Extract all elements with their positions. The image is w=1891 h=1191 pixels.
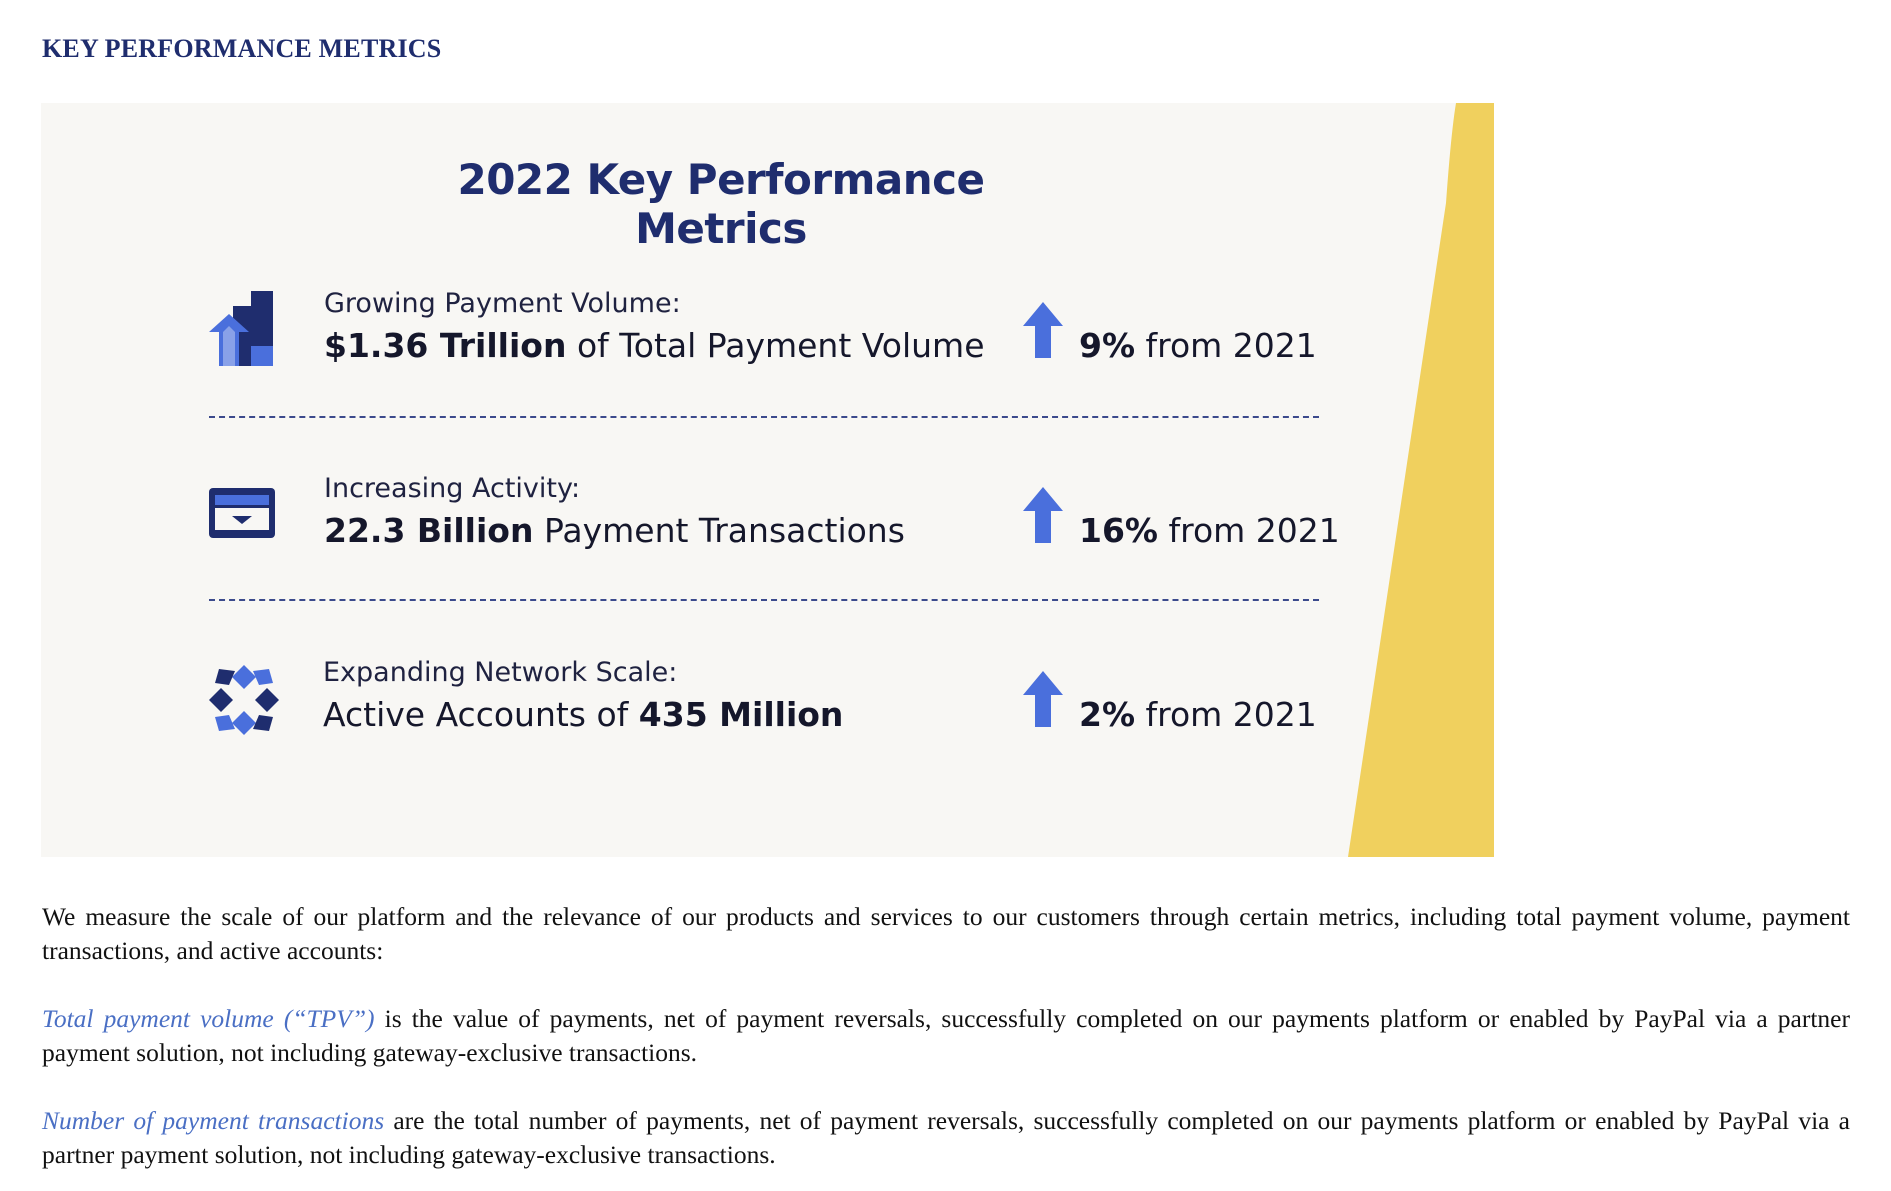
metric-label: Expanding Network Scale:: [323, 657, 678, 688]
metric-transactions: Increasing Activity: 22.3 Billion Paymen…: [41, 473, 1494, 593]
metric-label: Increasing Activity:: [324, 473, 581, 504]
metric-label: Growing Payment Volume:: [324, 288, 681, 319]
section-title: KEY PERFORMANCE METRICS: [42, 34, 442, 63]
metric-payment-volume: Growing Payment Volume: $1.36 Trillion o…: [41, 288, 1494, 408]
up-arrow-icon: [1023, 671, 1063, 727]
infographic-title: 2022 Key Performance Metrics: [457, 155, 985, 253]
metrics-infographic: 2022 Key Performance Metrics Growing Pay…: [41, 103, 1494, 857]
up-arrow-icon: [1023, 487, 1063, 543]
dashed-divider: [209, 599, 1319, 601]
bar-chart-growth-icon: [209, 291, 273, 366]
metric-change: 2% from 2021: [1079, 695, 1317, 734]
intro-paragraph: We measure the scale of our platform and…: [42, 902, 1850, 965]
defined-term: Total payment volume (“TPV”): [42, 1004, 375, 1033]
transactions-definition-paragraph: Number of payment transactions are the t…: [42, 1106, 1851, 1169]
metric-value: 22.3 Billion Payment Transactions: [324, 511, 905, 550]
tpv-definition-paragraph: Total payment volume (“TPV”) is the valu…: [42, 1004, 1850, 1067]
yellow-accent-shape: [1348, 103, 1494, 857]
network-star-icon: [209, 665, 279, 735]
metric-change: 9% from 2021: [1079, 326, 1317, 365]
dashed-divider: [209, 416, 1319, 418]
wallet-card-icon: [209, 488, 275, 538]
defined-term: Number of payment transactions: [42, 1106, 385, 1135]
metric-change: 16% from 2021: [1079, 511, 1340, 550]
metric-value: $1.36 Trillion of Total Payment Volume: [324, 326, 985, 365]
metric-active-accounts: Expanding Network Scale: Active Accounts…: [41, 657, 1494, 777]
metric-value: Active Accounts of 435 Million: [323, 695, 844, 734]
up-arrow-icon: [1023, 302, 1063, 358]
